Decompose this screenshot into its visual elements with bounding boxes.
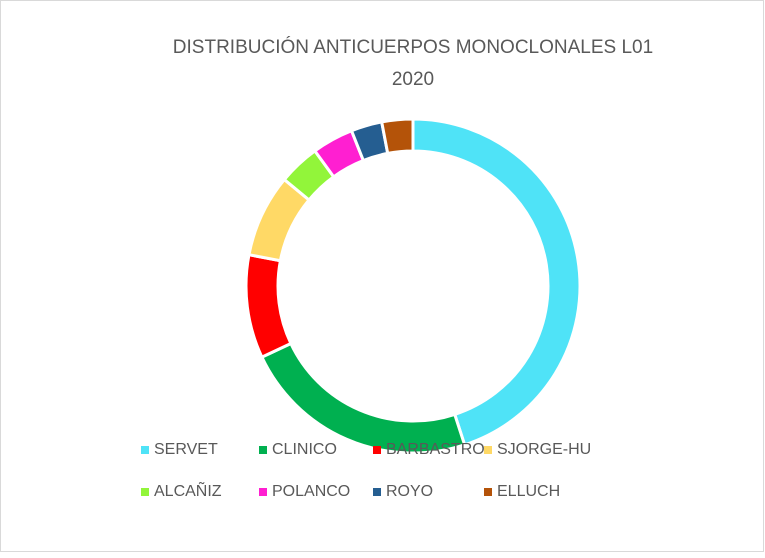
legend-swatch [373,446,381,454]
legend-swatch [259,446,267,454]
legend-label: POLANCO [272,483,350,500]
legend-label: SJORGE-HU [497,441,591,458]
chart-title: DISTRIBUCIÓN ANTICUERPOS MONOCLONALES L0… [173,36,653,58]
chart-title: 2020 [392,69,434,90]
legend-label: ELLUCH [497,483,560,500]
legend-swatch [141,488,149,496]
legend-label: ROYO [386,483,433,500]
legend-label: BARBASTRO [386,441,485,458]
legend-swatch [484,446,492,454]
legend-swatch [484,488,492,496]
legend-label: ALCAÑIZ [154,480,222,500]
legend-swatch [259,488,267,496]
legend-swatch [373,488,381,496]
legend-label: CLINICO [272,441,337,458]
legend-label: SERVET [154,441,218,458]
legend-swatch [141,446,149,454]
donut-slice [379,117,415,156]
